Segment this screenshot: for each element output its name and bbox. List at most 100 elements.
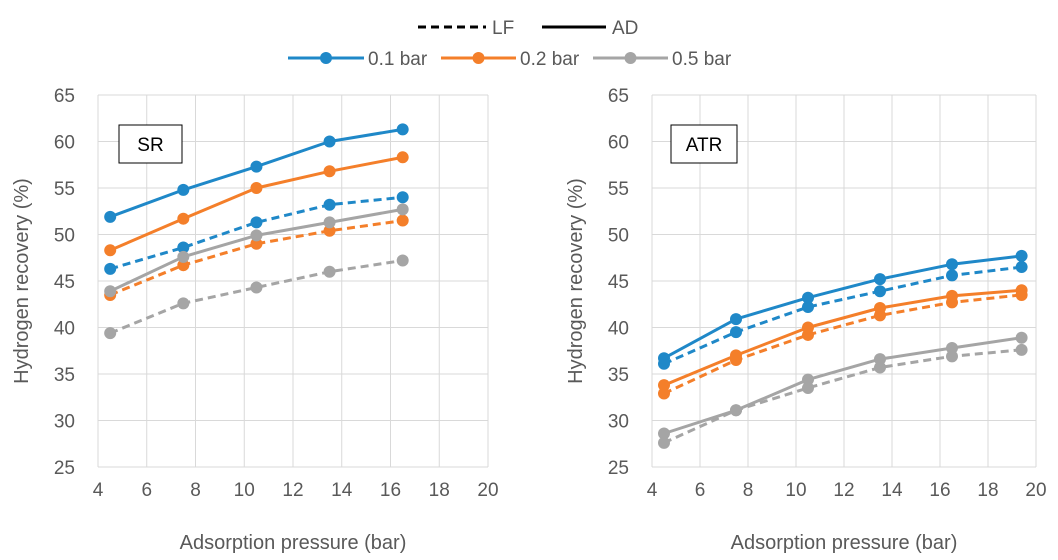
x-tick-label: 20 [477,480,498,501]
x-axis-title: Adsorption pressure (bar) [180,532,407,554]
series-line-0-2-bar-lf [109,219,403,297]
y-tick-label: 65 [608,86,629,107]
data-point-0-1-bar-ad [802,291,814,304]
x-tick-label: 6 [141,480,152,501]
legend-marker-0-5-bar [624,52,637,64]
series-line-0-1-bar-lf [663,265,1022,366]
x-tick-label: 10 [234,480,255,501]
y-tick-label: 55 [54,179,75,200]
data-point-0-2-bar-ad [177,212,190,225]
y-tick-label: 55 [608,179,629,200]
chart-atr: 4 6 8 10 12 14 16 18 20 25 30 35 40 45 50 55 60 65 Adsorpt… [565,86,1047,554]
y-tick-label: 35 [54,365,75,386]
legend-label-0-5-bar: 0.5 bar [672,49,732,70]
data-point-0-5-bar-lf [104,327,117,340]
y-tick-label: 45 [54,272,75,293]
data-point-0-1-bar-lf [1015,261,1028,274]
y-tick-label: 40 [54,319,75,340]
data-point-0-1-bar-lf [177,241,190,254]
data-point-0-5-bar-lf [946,350,958,363]
data-point-0-2-bar-ad [323,165,336,178]
data-point-0-1-bar-ad [177,183,190,196]
y-tick-label: 45 [608,272,629,293]
data-point-0-1-bar-lf [802,301,814,314]
x-tick-label: 16 [380,480,401,501]
series-line-0-2-bar-lf [663,293,1022,395]
series-line-0-1-bar-ad [663,254,1022,360]
data-point-0-5-bar-ad [396,203,409,216]
legend: LF AD 0.1 bar 0.2 bar 0.5 bar [288,18,732,70]
legend-label-0-2-bar: 0.2 bar [520,49,580,70]
data-point-0-5-bar-ad [946,341,958,354]
y-tick-label: 30 [54,412,75,433]
series-0-5-bar-ad [104,203,409,298]
y-tick-label: 60 [54,133,75,154]
legend-label-0-1-bar: 0.1 bar [368,49,428,70]
data-point-0-5-bar-ad [1015,331,1028,344]
x-axis-title: Adsorption pressure (bar) [731,532,958,554]
data-point-0-1-bar-lf [104,262,117,275]
y-axis-title: Hydrogen recovery (%) [565,178,587,384]
data-point-0-1-bar-lf [396,191,409,204]
series-line-0-5-bar-ad [663,336,1022,435]
data-point-0-5-bar-ad [658,427,670,440]
x-tick-label: 8 [743,480,754,501]
data-point-0-5-bar-ad [323,216,336,229]
data-point-0-5-bar-ad [802,373,814,386]
data-point-0-2-bar-ad [802,321,814,334]
x-tick-label: 18 [977,480,998,501]
series-0-2-bar-ad [658,284,1028,392]
series-0-1-bar-lf [104,191,409,275]
data-point-0-5-bar-ad [874,353,886,366]
data-point-0-1-bar-lf [323,198,336,211]
x-tick-label: 16 [929,480,950,501]
data-point-0-5-bar-ad [250,229,263,242]
panel-label-box [118,124,183,164]
panel-label: SR [137,135,163,156]
data-point-0-2-bar-ad [396,151,409,164]
x-tick-label: 6 [695,480,706,501]
data-point-0-2-bar-lf [177,259,190,272]
data-point-0-5-bar-ad [177,250,190,263]
data-point-0-2-bar-lf [396,214,409,227]
series-0-5-bar-ad [658,331,1028,440]
data-point-0-2-bar-ad [874,301,886,314]
data-point-0-5-bar-lf [323,265,336,278]
data-point-0-5-bar-ad [730,404,742,417]
x-tick-label: 12 [282,480,303,501]
data-point-0-2-bar-ad [1015,284,1028,297]
data-point-0-2-bar-ad [658,379,670,392]
series-0-1-bar-ad [104,123,409,223]
x-tick-label: 18 [429,480,450,501]
data-point-0-1-bar-lf [946,269,958,282]
x-tick-label: 8 [190,480,201,501]
x-tick-label: 14 [331,480,353,501]
data-point-0-1-bar-ad [250,160,263,173]
x-tick-label: 14 [881,480,903,501]
data-point-0-1-bar-ad [1015,249,1028,262]
series-line-0-1-bar-lf [109,195,403,271]
data-point-0-2-bar-lf [250,237,263,250]
chart-sr: 4 6 8 10 12 14 16 18 20 25 30 35 40 45 50 55 60 65 Adsorpt… [11,86,499,554]
series-0-5-bar-lf [658,343,1028,449]
y-axis-title: Hydrogen recovery (%) [11,178,33,384]
panel-label: ATR [686,135,723,156]
data-point-0-2-bar-ad [730,349,742,362]
y-tick-label: 50 [54,226,75,247]
data-point-0-1-bar-ad [730,313,742,326]
data-point-0-1-bar-ad [946,258,958,271]
legend-marker-0-1-bar [320,52,332,64]
series-0-1-bar-lf [658,261,1028,370]
y-tick-label: 40 [608,319,629,340]
data-point-0-1-bar-lf [250,216,263,229]
data-point-0-1-bar-lf [730,326,742,339]
series-0-2-bar-ad [104,151,409,257]
series-line-0-2-bar-ad [663,288,1022,387]
x-tick-label: 12 [833,480,854,501]
x-tick-label: 20 [1025,480,1046,501]
data-point-0-2-bar-ad [250,182,263,194]
data-point-0-5-bar-lf [802,381,814,394]
data-point-0-5-bar-ad [104,285,117,298]
legend-label-ad: AD [612,18,638,39]
